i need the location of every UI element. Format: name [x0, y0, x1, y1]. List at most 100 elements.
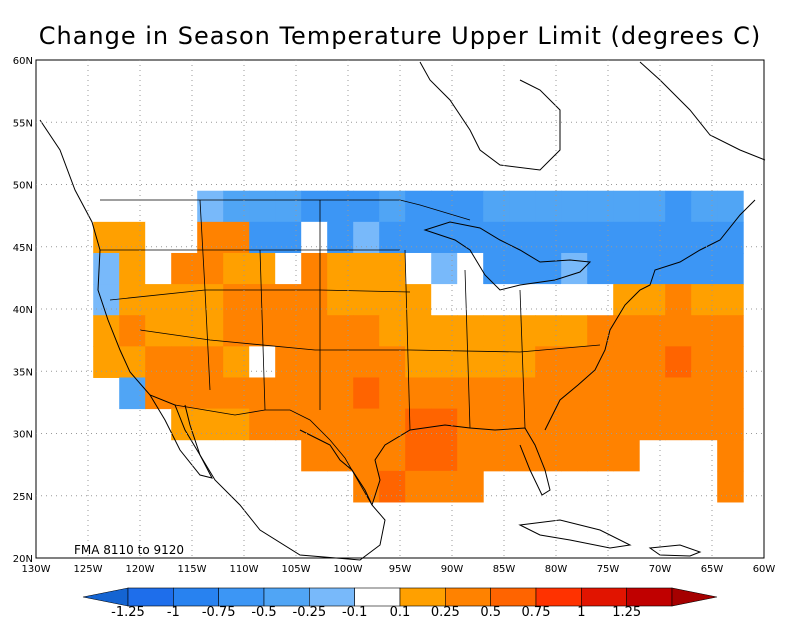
grid-cell — [405, 190, 432, 223]
grid-cell — [327, 252, 354, 285]
grid-cell — [431, 315, 458, 347]
colorbar-label: 1.25 — [612, 605, 641, 618]
grid-cell — [431, 252, 458, 285]
grid-cell — [483, 408, 510, 441]
y-tick-label: 35N — [13, 367, 33, 378]
labrador-coast — [639, 61, 766, 161]
grid-cell — [119, 315, 146, 347]
gulf-coastline — [371, 424, 551, 506]
grid-cell — [353, 252, 380, 285]
grid-cell — [457, 408, 484, 441]
grid-cell — [249, 190, 276, 223]
grid-cell — [613, 190, 640, 223]
x-tick-label: 65W — [701, 564, 724, 575]
grid-cell — [275, 252, 302, 285]
grid-cell — [379, 315, 406, 347]
grid-cell — [197, 346, 224, 378]
x-tick-label: 130W — [22, 564, 51, 575]
grid-cell — [561, 190, 588, 223]
grid-cell — [431, 346, 458, 378]
hispaniola-island — [648, 544, 702, 557]
grid-cell — [639, 284, 666, 316]
grid-cell — [613, 346, 640, 378]
x-tick-label: 110W — [230, 564, 259, 575]
grid-cell — [717, 346, 744, 378]
colorbar-swatch — [173, 587, 219, 607]
grid-cell — [509, 252, 536, 285]
grid-cell — [145, 284, 172, 316]
colorbar-label: 0.1 — [390, 605, 411, 618]
colorbar-labels: -1.25 -1 -0.75 -0.5 -0.25 -0.1 0.1 0.25 0.5 0.75 1… — [111, 605, 641, 618]
grid-cell — [301, 439, 328, 472]
longitude-tick-labels: 130W 125W 120W 115W 110W 105W 100W 95W 90W 85W 80W… — [22, 564, 776, 575]
grid-cell — [717, 439, 744, 472]
grid-cell — [197, 377, 224, 410]
grid-cell — [327, 284, 354, 316]
shaded-grid-cells — [93, 190, 744, 503]
grid-cell — [405, 284, 432, 316]
great-lakes — [423, 221, 592, 291]
colorbar — [82, 587, 718, 607]
grid-cell — [639, 377, 666, 410]
grid-cell — [249, 346, 276, 378]
grid-cell — [535, 315, 562, 347]
colorbar-swatch — [445, 587, 491, 607]
grid-cell — [119, 252, 146, 285]
grid-cell — [665, 284, 692, 316]
grid-cell — [171, 190, 198, 223]
grid-cell — [535, 408, 562, 441]
grid-cell — [535, 252, 562, 285]
x-tick-label: 105W — [282, 564, 311, 575]
grid-cell — [327, 221, 354, 254]
grid-cell — [717, 377, 744, 410]
grid-cell — [275, 408, 302, 441]
grid-cell — [483, 377, 510, 410]
grid-cell — [431, 377, 458, 410]
grid-cell — [301, 284, 328, 316]
grid-cell — [275, 284, 302, 316]
cuba-island — [518, 519, 632, 549]
grid-cell — [639, 346, 666, 378]
grid-cell — [405, 470, 432, 503]
grid-cell — [587, 439, 614, 472]
grid-cell — [119, 346, 146, 378]
y-tick-label: 50N — [13, 181, 33, 192]
period-label: FMA 8110 to 9120 — [74, 543, 184, 557]
grid-cell — [717, 470, 744, 503]
grid-cell — [405, 439, 432, 472]
grid-cell — [509, 408, 536, 441]
grid-cell — [691, 190, 718, 223]
grid-cell — [197, 284, 224, 316]
grid-cell — [379, 252, 406, 285]
grid-cell — [275, 190, 302, 223]
grid-cell — [145, 377, 172, 410]
grid-cell — [691, 252, 718, 285]
grid-cell — [639, 252, 666, 285]
grid-cell — [405, 221, 432, 254]
colorbar-label: -0.1 — [342, 605, 367, 618]
colorbar-swatch — [581, 587, 627, 607]
colorbar-label: 0.75 — [522, 605, 551, 618]
grid-cell — [431, 439, 458, 472]
grid-cell — [717, 284, 744, 316]
grid-cell — [431, 190, 458, 223]
grid-cell — [379, 470, 406, 503]
grid-cell — [223, 252, 250, 285]
grid-cell — [197, 190, 224, 223]
grid-cell — [301, 315, 328, 347]
grid-cell — [431, 284, 458, 316]
grid-cell — [379, 284, 406, 316]
lat-lon-grid — [36, 60, 764, 558]
grid-cell — [457, 221, 484, 254]
atlantic-coastline — [544, 199, 756, 431]
grid-cell — [483, 284, 510, 316]
grid-cell — [613, 439, 640, 472]
colorbar-swatch — [127, 587, 174, 607]
y-tick-label: 60N — [13, 56, 33, 67]
grid-cell — [327, 408, 354, 441]
grid-cell — [613, 315, 640, 347]
latitude-tick-labels: 20N 25N 30N 35N 40N 45N 50N 55N 60N — [13, 56, 33, 565]
colorbar-label: 1 — [577, 605, 585, 618]
colorbar-swatch — [399, 587, 446, 607]
colorbar-label: -0.5 — [251, 605, 276, 618]
